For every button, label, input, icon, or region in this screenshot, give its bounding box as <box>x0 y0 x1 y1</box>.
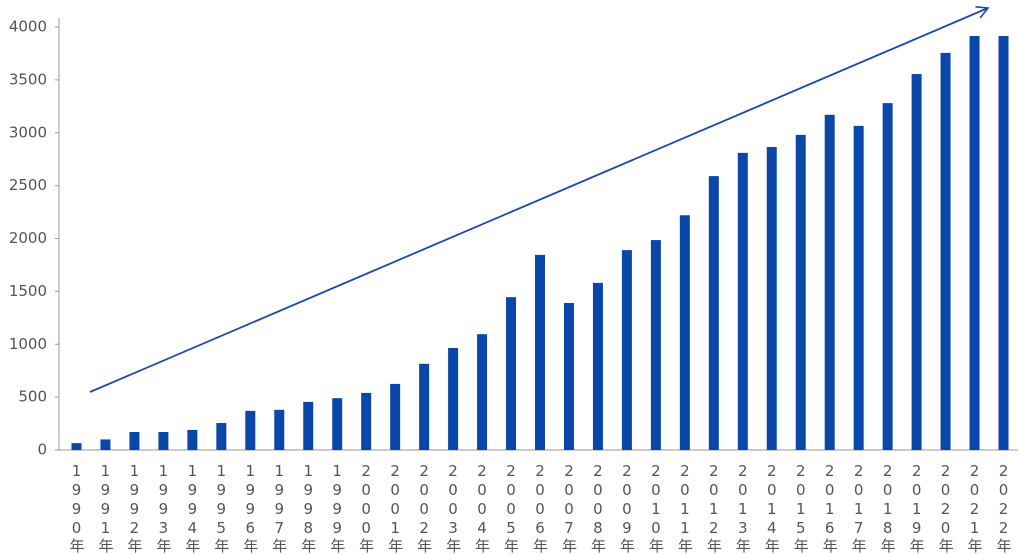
bar <box>535 254 545 450</box>
bar <box>824 114 835 451</box>
x-tick-label: 2000年 <box>357 462 375 554</box>
x-tick-label: 2009年 <box>618 462 636 554</box>
x-tick-label: 2003年 <box>444 462 462 554</box>
bar <box>592 282 603 450</box>
bar <box>361 392 372 450</box>
bar <box>187 429 198 450</box>
x-tick-label: 2020年 <box>937 462 955 554</box>
bar <box>940 52 951 450</box>
bar <box>100 439 111 450</box>
bar <box>303 401 314 450</box>
bar <box>274 409 285 450</box>
bar <box>998 35 1009 451</box>
y-tick-label: 1000 <box>9 335 47 353</box>
x-tick-label: 1997年 <box>270 462 288 554</box>
x-tick-label: 2021年 <box>966 462 984 554</box>
x-tick-label: 1990年 <box>67 462 85 554</box>
x-tick-label: 1998年 <box>299 462 317 554</box>
y-tick-label: 500 <box>18 388 47 406</box>
bar <box>158 432 169 450</box>
bar <box>390 383 401 450</box>
x-tick-label: 2022年 <box>995 462 1013 554</box>
x-tick-label: 2012年 <box>705 462 723 554</box>
x-tick-label: 2002年 <box>415 462 433 554</box>
bar <box>563 303 574 450</box>
x-tick-label: 2014年 <box>763 462 781 554</box>
x-tick-label: 1996年 <box>241 462 259 554</box>
bar <box>129 432 140 450</box>
bar <box>969 35 980 451</box>
x-tick-label: 2011年 <box>676 462 694 554</box>
bar <box>332 398 343 450</box>
trend-arrow <box>89 6 990 393</box>
bar <box>71 443 82 450</box>
x-tick-label: 1999年 <box>328 462 346 554</box>
x-tick-label: 1993年 <box>154 462 172 554</box>
bar <box>853 125 864 450</box>
bar <box>679 215 690 450</box>
bar <box>911 74 922 450</box>
bar <box>708 176 719 451</box>
bar <box>216 423 227 450</box>
x-tick-label: 2010年 <box>647 462 665 554</box>
x-tick-label: 2007年 <box>560 462 578 554</box>
x-tick-label: 2013年 <box>734 462 752 554</box>
x-tick-label: 2008年 <box>589 462 607 554</box>
y-tick-label: 3000 <box>9 123 47 141</box>
y-tick-label: 1500 <box>9 282 47 300</box>
x-tick-label: 2019年 <box>908 462 926 554</box>
x-tick-label: 2017年 <box>850 462 868 554</box>
x-tick-label: 1994年 <box>183 462 201 554</box>
bar <box>245 410 256 450</box>
bar <box>737 152 748 450</box>
x-tick-label: 1995年 <box>212 462 230 554</box>
bar <box>650 240 661 450</box>
bar <box>506 297 517 450</box>
bar <box>621 250 632 450</box>
x-tick-label: 2004年 <box>473 462 491 554</box>
bar <box>477 334 488 450</box>
x-tick-label: 2006年 <box>531 462 549 554</box>
x-tick-label: 2018年 <box>879 462 897 554</box>
x-tick-label: 2015年 <box>792 462 810 554</box>
bar <box>448 347 459 450</box>
x-tick-label: 2001年 <box>386 462 404 554</box>
x-tick-label: 1991年 <box>96 462 114 554</box>
bar <box>419 363 430 450</box>
y-tick-label: 3500 <box>9 70 47 88</box>
x-tick-label: 2016年 <box>821 462 839 554</box>
x-tick-label: 2005年 <box>502 462 520 554</box>
bar <box>882 103 893 450</box>
x-tick-label: 1992年 <box>125 462 143 554</box>
y-tick-label: 4000 <box>9 18 47 36</box>
bar <box>766 147 777 450</box>
bar <box>795 134 806 451</box>
y-tick-label: 0 <box>37 441 47 459</box>
y-tick-label: 2000 <box>9 229 47 247</box>
y-tick-label: 2500 <box>9 176 47 194</box>
